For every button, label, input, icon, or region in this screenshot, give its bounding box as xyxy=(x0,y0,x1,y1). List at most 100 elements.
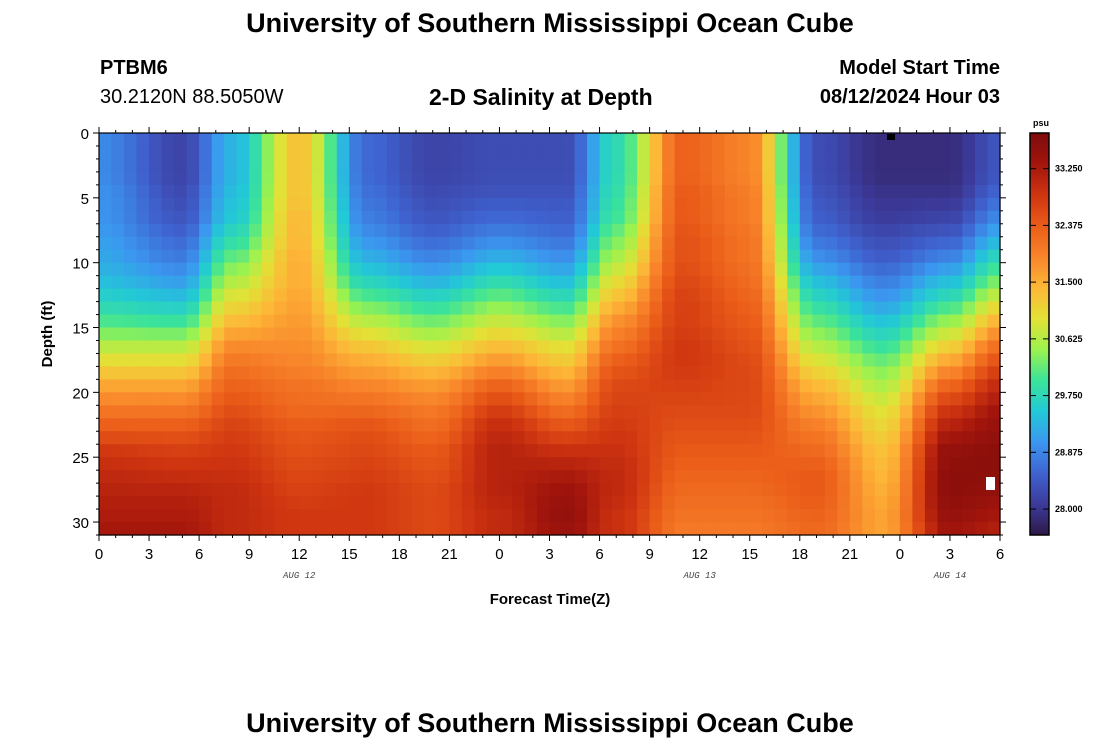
heatmap-cell xyxy=(199,133,213,147)
heatmap-cell xyxy=(874,483,888,497)
heatmap-cell xyxy=(749,184,763,199)
heatmap-cell xyxy=(974,158,989,173)
heatmap-cell xyxy=(774,496,788,510)
heatmap-cell xyxy=(799,262,813,277)
heatmap-cell xyxy=(399,522,413,536)
heatmap-cell xyxy=(411,171,425,186)
heatmap-cell xyxy=(286,327,300,342)
heatmap-cell xyxy=(536,171,551,186)
heatmap-cell xyxy=(612,353,626,368)
heatmap-cell xyxy=(474,171,488,186)
heatmap-cell xyxy=(524,366,538,380)
heatmap-cell xyxy=(874,366,888,380)
heatmap-cell xyxy=(374,340,388,355)
heatmap-cell xyxy=(749,353,763,368)
heatmap-cell xyxy=(299,133,313,147)
heatmap-cell xyxy=(587,366,601,380)
heatmap-cell xyxy=(749,392,763,406)
heatmap-cell xyxy=(149,327,163,342)
heatmap-cell xyxy=(386,197,400,212)
heatmap-cell xyxy=(461,262,476,277)
heatmap-cell xyxy=(724,483,738,497)
heatmap-cell xyxy=(774,444,788,458)
heatmap-cell xyxy=(912,431,926,445)
heatmap-cell xyxy=(574,392,588,406)
heatmap-cell xyxy=(236,431,250,445)
heatmap-cell xyxy=(699,418,713,432)
heatmap-cell xyxy=(987,301,1001,316)
heatmap-cell xyxy=(612,210,626,225)
heatmap-cell xyxy=(249,457,263,471)
heatmap-cell xyxy=(824,262,838,277)
heatmap-cell xyxy=(299,418,313,432)
heatmap-cell xyxy=(536,314,551,329)
heatmap-cell xyxy=(186,262,200,277)
heatmap-cell xyxy=(887,171,901,186)
heatmap-cell xyxy=(174,301,188,316)
heatmap-cell xyxy=(274,392,288,406)
heatmap-cell xyxy=(224,210,238,225)
heatmap-cell xyxy=(712,275,726,290)
heatmap-cell xyxy=(499,418,513,432)
heatmap-cell xyxy=(624,444,638,458)
heatmap-cell xyxy=(974,223,989,238)
heatmap-cell xyxy=(824,275,838,290)
heatmap-cell xyxy=(149,288,163,303)
heatmap-cell xyxy=(924,340,939,355)
heatmap-cell xyxy=(962,496,976,510)
heatmap-cell xyxy=(99,275,113,290)
heatmap-cell xyxy=(849,457,863,471)
heatmap-cell xyxy=(737,444,751,458)
heatmap-cell xyxy=(737,483,751,497)
heatmap-cell xyxy=(699,509,713,523)
heatmap-cell xyxy=(186,301,200,316)
heatmap-cell xyxy=(662,171,676,186)
heatmap-cell xyxy=(849,340,863,355)
heatmap-cell xyxy=(99,431,113,445)
heatmap-cell xyxy=(324,288,338,303)
heatmap-cell xyxy=(749,470,763,484)
heatmap-cell xyxy=(749,405,763,419)
heatmap-cell xyxy=(411,392,425,406)
heatmap-cell xyxy=(699,275,713,290)
heatmap-cell xyxy=(949,133,964,147)
heatmap-cell xyxy=(874,509,888,523)
heatmap-cell xyxy=(899,262,913,277)
heatmap-cell xyxy=(674,327,688,342)
heatmap-cell xyxy=(149,133,163,147)
heatmap-cell xyxy=(762,145,776,160)
heatmap-cell xyxy=(486,223,501,238)
heatmap-cell xyxy=(461,223,476,238)
heatmap-cell xyxy=(211,210,225,225)
heatmap-cell xyxy=(899,171,913,186)
heatmap-cell xyxy=(849,184,863,199)
heatmap-cell xyxy=(324,158,338,173)
heatmap-cell xyxy=(461,327,476,342)
heatmap-cell xyxy=(274,379,288,393)
heatmap-cell xyxy=(937,184,951,199)
heatmap-cell xyxy=(649,483,663,497)
heatmap-cell xyxy=(361,275,375,290)
heatmap-cell xyxy=(987,366,1001,380)
heatmap-cell xyxy=(286,301,300,316)
heatmap-cell xyxy=(336,522,350,536)
heatmap-cell xyxy=(461,210,476,225)
heatmap-cell xyxy=(499,340,513,355)
heatmap-cell xyxy=(211,327,225,342)
heatmap-cell xyxy=(211,366,225,380)
heatmap-cell xyxy=(562,133,576,147)
heatmap-cell xyxy=(474,288,488,303)
heatmap-cell xyxy=(436,275,450,290)
heatmap-cell xyxy=(924,275,939,290)
heatmap-cell xyxy=(899,470,913,484)
heatmap-cell xyxy=(361,236,375,251)
heatmap-cell xyxy=(874,275,888,290)
heatmap-cell xyxy=(637,223,651,238)
heatmap-cell xyxy=(887,470,901,484)
heatmap-cell xyxy=(874,223,888,238)
heatmap-cell xyxy=(712,340,726,355)
heatmap-cell xyxy=(424,145,438,160)
heatmap-cell xyxy=(837,236,851,251)
heatmap-cell xyxy=(974,457,989,471)
heatmap-cell xyxy=(424,171,438,186)
